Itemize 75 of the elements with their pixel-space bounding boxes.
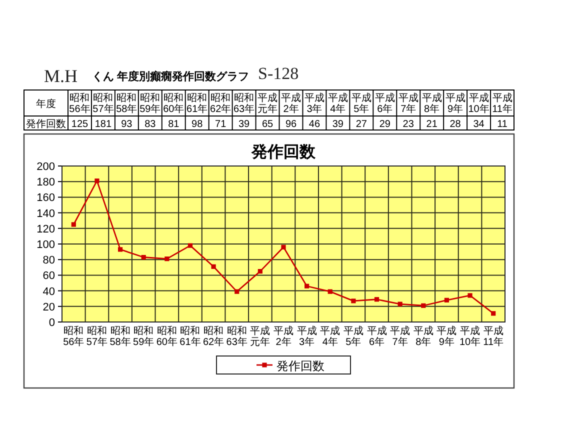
x-tick-label: 平成11年	[483, 326, 504, 348]
table-year: 昭和59年	[140, 93, 161, 115]
data-label: 34	[473, 119, 484, 130]
y-tick-label: 40	[42, 286, 55, 298]
x-tick-label: 平成3年	[296, 326, 317, 348]
table-year: 昭和57年	[92, 93, 114, 115]
table-year: 平成5年	[351, 93, 372, 115]
table-year: 平成10年	[468, 93, 490, 115]
data-label: 39	[238, 119, 250, 130]
x-tick-label: 平成4年	[320, 326, 340, 348]
table-year: 平成6年	[374, 93, 395, 115]
y-tick-label: 20	[42, 301, 55, 314]
table-year: 平成8年	[422, 93, 442, 115]
table-year: 平成3年	[304, 93, 324, 115]
x-tick-label: 昭和62年	[203, 326, 224, 348]
y-tick-label: 180	[36, 176, 55, 189]
annotation: M.H	[44, 66, 78, 86]
legend-label: 発作回数	[276, 359, 324, 373]
x-tick-label: 昭和61年	[180, 326, 201, 348]
y-tick-label: 120	[36, 223, 55, 236]
x-tick-label: 昭和57年	[86, 326, 108, 348]
y-tick-label: 140	[36, 208, 55, 220]
data-label: 11	[497, 119, 508, 130]
x-tick-label: 平成2年	[274, 326, 294, 348]
data-label: 181	[94, 119, 112, 130]
table-year: 平成7年	[398, 93, 418, 115]
x-tick-label: 平成9年	[436, 326, 457, 348]
data-label: 125	[71, 119, 88, 130]
data-label: 28	[450, 119, 461, 130]
x-tick-label: 平成6年	[366, 326, 387, 348]
y-tick-label: 60	[42, 270, 55, 282]
x-tick-label: 平成5年	[343, 326, 364, 348]
x-tick-label: 昭和56年	[63, 326, 84, 348]
y-tick-label: 0	[48, 317, 55, 329]
x-tick-label: 昭和60年	[156, 326, 178, 348]
table-year: 昭和56年	[69, 93, 90, 115]
data-label: 98	[192, 119, 203, 130]
x-tick-label: 平成元年	[250, 326, 270, 348]
x-tick-label: 平成7年	[390, 326, 410, 348]
annotation: S-128	[258, 64, 299, 83]
x-tick-label: 昭和59年	[133, 326, 154, 348]
table-year: 昭和58年	[116, 93, 138, 115]
data-label: 83	[144, 119, 156, 130]
data-label: 39	[332, 119, 344, 130]
y-tick-label: 200	[36, 161, 55, 173]
x-tick-label: 平成10年	[459, 326, 481, 348]
table-year: 平成元年	[258, 93, 278, 115]
table-year: 昭和63年	[234, 93, 255, 115]
table-year: 平成11年	[492, 93, 512, 115]
table-year: 昭和62年	[210, 93, 232, 115]
annotation: くん 年度別癲癇発作回数グラフ	[92, 71, 250, 83]
data-label: 93	[121, 119, 132, 130]
data-label: 81	[168, 119, 180, 130]
x-tick-label: 平成8年	[413, 326, 434, 348]
annotation: 年度	[36, 99, 56, 110]
table-year: 平成2年	[281, 93, 301, 115]
data-label: 96	[285, 119, 297, 130]
data-label: 29	[379, 119, 390, 130]
title: 発作回数	[252, 144, 316, 161]
table-header: 発作回数	[26, 119, 66, 130]
data-label: 23	[402, 119, 414, 130]
data-label: 65	[262, 119, 274, 130]
data-label: 71	[215, 119, 226, 130]
x-tick-label: 昭和58年	[110, 326, 131, 348]
table-year: 平成9年	[445, 93, 466, 115]
x-tick-label: 昭和63年	[226, 326, 248, 348]
table-year: 昭和61年	[186, 93, 208, 115]
table-year: 昭和60年	[163, 93, 184, 115]
y-tick-label: 160	[36, 192, 55, 204]
data-label: 27	[356, 119, 367, 130]
data-label: 46	[308, 119, 320, 130]
table-year: 平成4年	[328, 93, 348, 115]
y-tick-label: 100	[36, 239, 55, 251]
y-tick-label: 80	[42, 254, 55, 267]
data-label: 21	[426, 119, 438, 130]
